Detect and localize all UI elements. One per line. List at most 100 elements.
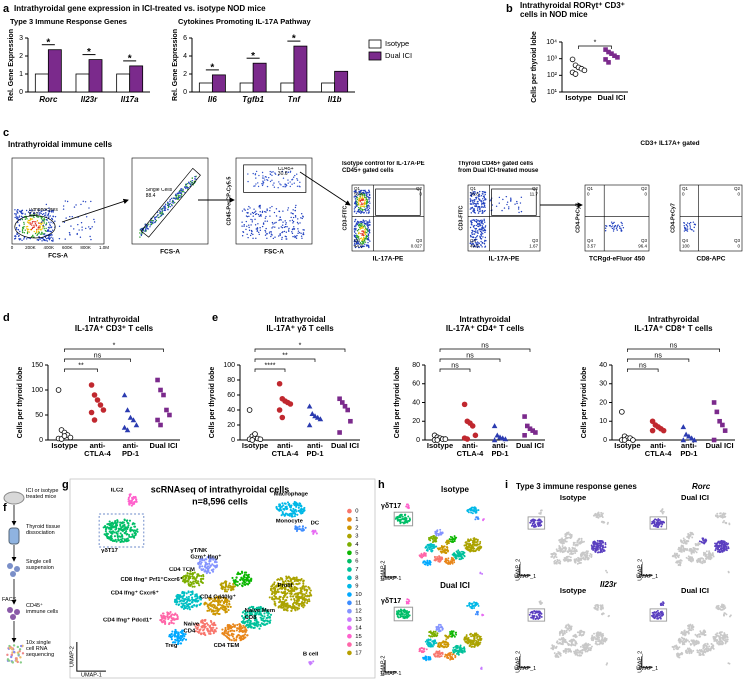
comparison-bracket	[627, 369, 658, 372]
cell-point	[290, 509, 292, 511]
event-dot	[67, 201, 68, 202]
point	[681, 424, 687, 429]
event-dot	[256, 231, 257, 232]
comparison-label: ns	[466, 352, 474, 359]
cell-point	[436, 651, 438, 653]
cell-point	[449, 653, 451, 655]
point	[443, 437, 448, 442]
cell-point	[428, 537, 430, 539]
cell-point	[432, 633, 434, 635]
point	[345, 408, 350, 413]
event-dot	[613, 227, 614, 228]
event-dot	[34, 231, 35, 232]
event-dot	[187, 187, 188, 188]
event-dot	[690, 228, 691, 229]
event-dot	[481, 245, 482, 246]
event-dot	[300, 233, 301, 234]
cell-point	[110, 532, 112, 534]
seq-icon	[20, 645, 22, 647]
cluster-label: γT/NK Gzm⁺ Ifng⁺	[190, 548, 268, 565]
cell-point	[429, 560, 431, 562]
event-dot	[482, 210, 483, 211]
event-dot	[282, 210, 283, 211]
point	[277, 408, 282, 413]
event-dot	[296, 235, 297, 236]
event-dot	[273, 238, 274, 239]
cell-point	[407, 504, 409, 506]
event-dot	[354, 208, 355, 209]
point	[167, 413, 172, 418]
cell-point	[452, 563, 454, 565]
point	[122, 392, 128, 397]
point	[98, 403, 103, 408]
event-dot	[40, 226, 41, 227]
axis-label: UMAP-1	[381, 576, 402, 582]
event-dot	[355, 229, 356, 230]
event-dot	[686, 224, 687, 225]
event-dot	[90, 201, 91, 202]
event-dot	[242, 210, 243, 211]
cell-point	[445, 644, 447, 646]
cell-point	[440, 531, 442, 533]
event-dot	[295, 205, 296, 206]
event-dot	[85, 228, 86, 229]
event-dot	[253, 216, 254, 217]
cell-point	[439, 556, 441, 558]
event-dot	[65, 238, 66, 239]
x-tick-label: Dual ICI	[696, 442, 744, 466]
legend-label: 10	[355, 592, 361, 598]
cluster-label: CD4 Ifng⁺ Cxcr6⁺	[111, 591, 189, 608]
cluster-label: γδT17	[101, 548, 179, 554]
panel-label: b	[506, 3, 513, 15]
cell-point	[122, 525, 124, 527]
event-dot	[43, 225, 44, 226]
event-dot	[354, 235, 355, 236]
cell-point	[404, 515, 406, 517]
cell-point	[407, 516, 409, 518]
cell-point	[435, 629, 437, 631]
event-dot	[507, 202, 508, 203]
legend-swatch	[347, 584, 352, 589]
event-dot	[364, 194, 365, 195]
panel-label: f	[3, 502, 7, 514]
point	[465, 437, 470, 442]
event-dot	[246, 215, 247, 216]
event-dot	[355, 198, 356, 199]
cell-point	[162, 612, 164, 614]
event-dot	[621, 225, 622, 226]
cell-point	[452, 651, 454, 653]
event-dot	[477, 241, 478, 242]
event-dot	[292, 209, 293, 210]
cell-point	[397, 616, 399, 618]
point	[92, 418, 97, 423]
cell-point	[438, 624, 440, 626]
event-dot	[23, 238, 24, 239]
event-dot	[474, 225, 475, 226]
seq-icon	[13, 644, 15, 646]
event-dot	[192, 180, 193, 181]
event-dot	[473, 226, 474, 227]
x-axis-label: FSC-A	[264, 249, 284, 256]
event-dot	[261, 183, 262, 184]
y-tick-label: 20	[227, 422, 235, 429]
cell-point	[285, 578, 287, 580]
event-dot	[282, 186, 283, 187]
event-dot	[250, 219, 251, 220]
bar	[322, 83, 335, 92]
event-dot	[606, 226, 607, 227]
cell-point	[174, 639, 176, 641]
event-dot	[192, 178, 193, 179]
cell-point	[427, 641, 429, 643]
event-dot	[278, 235, 279, 236]
event-dot	[363, 190, 364, 191]
event-dot	[364, 204, 365, 205]
cell-point	[444, 646, 446, 648]
event-dot	[267, 233, 268, 234]
cell-point	[471, 603, 473, 605]
cell-point	[476, 611, 478, 613]
axis-label: UMAP-1	[81, 672, 102, 678]
event-dot	[14, 209, 15, 210]
legend-swatch	[347, 609, 352, 614]
event-dot	[302, 218, 303, 219]
event-dot	[270, 171, 271, 172]
